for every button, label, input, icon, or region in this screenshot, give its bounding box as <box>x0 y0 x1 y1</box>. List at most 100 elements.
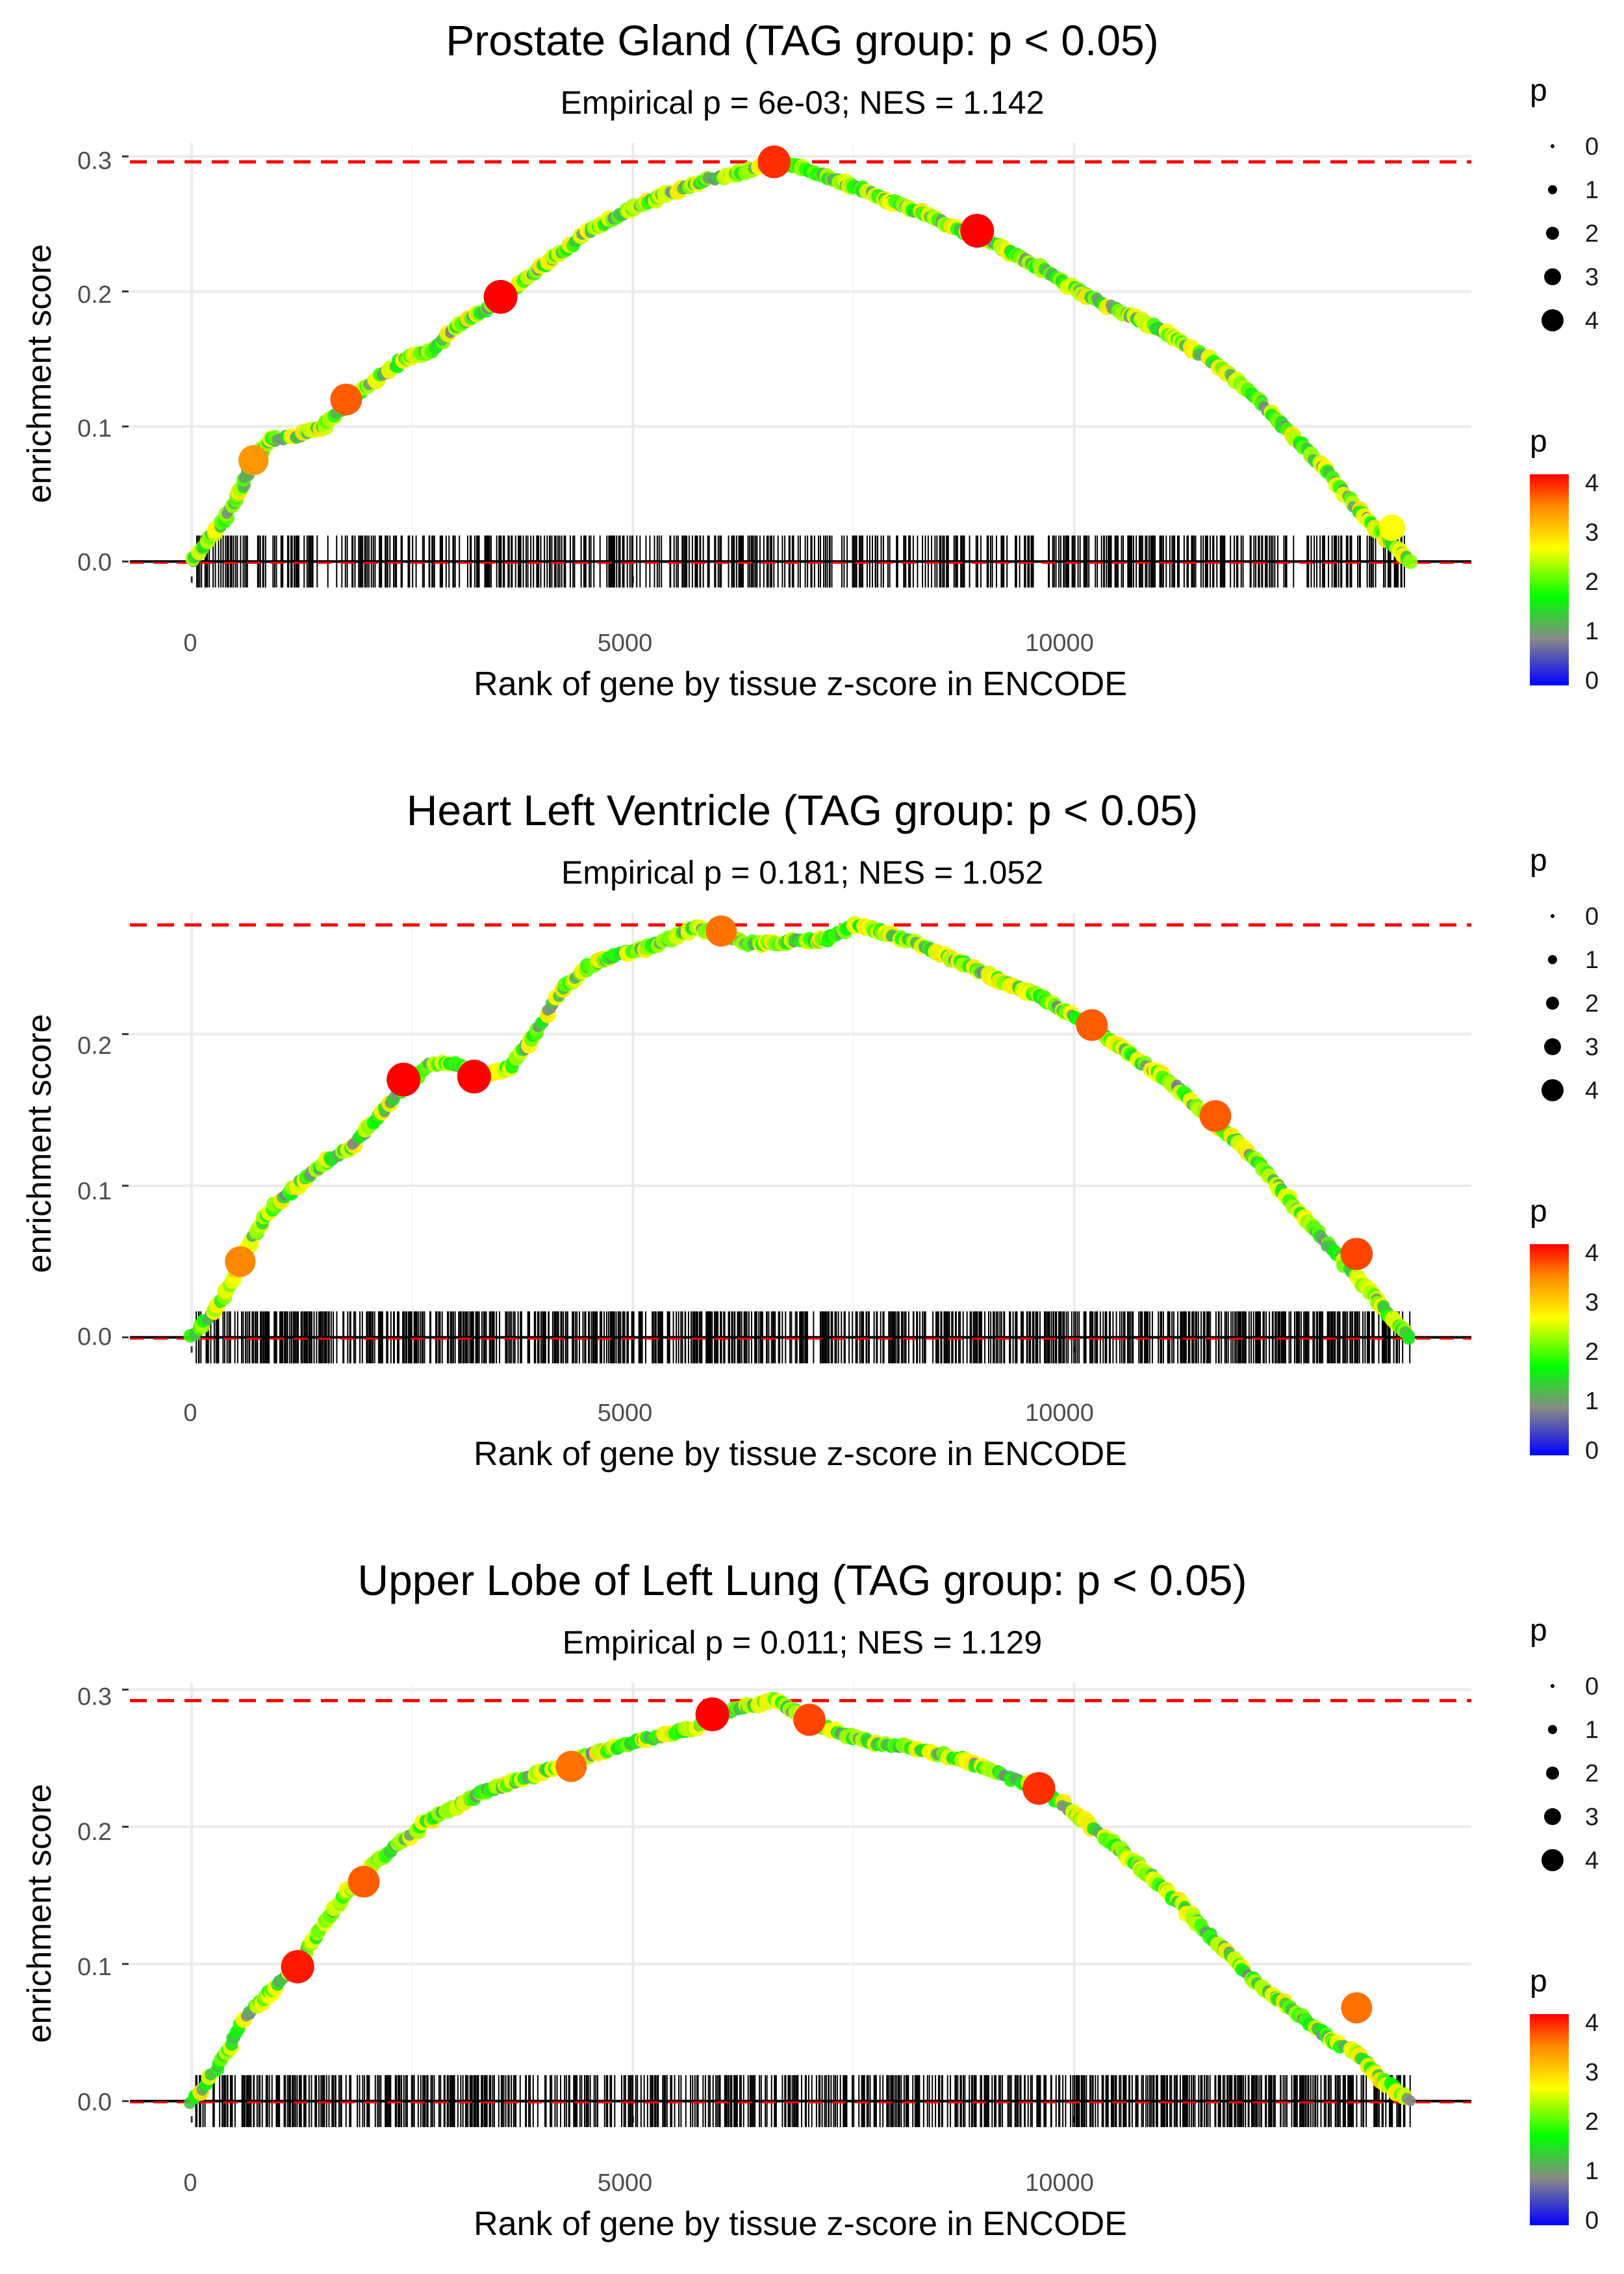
size-legend-dot <box>1551 144 1554 148</box>
x-axis-title: Rank of gene by tissue z-score in ENCODE <box>474 665 1127 703</box>
size-legend-label: 3 <box>1585 1034 1599 1061</box>
x-tick-label: 10000 <box>1025 1399 1094 1427</box>
x-tick-label: 5000 <box>598 1399 653 1427</box>
es-line <box>187 1695 1413 2106</box>
size-legend-dot <box>1548 185 1557 194</box>
color-legend-label: 0 <box>1585 1437 1599 1464</box>
size-legend-dot <box>1542 309 1564 331</box>
color-legend-label: 2 <box>1585 568 1599 596</box>
size-legend-dot <box>1548 1725 1557 1734</box>
size-legend-label: 1 <box>1585 947 1599 974</box>
color-legend-label: 4 <box>1585 2010 1599 2037</box>
y-tick-label: 0.0 <box>77 1323 112 1351</box>
color-legend-label: 1 <box>1585 2158 1599 2185</box>
size-legend-dot <box>1542 1079 1564 1101</box>
es-highlight-point <box>387 1062 421 1097</box>
size-legend-dot <box>1546 1767 1559 1780</box>
x-axis-title: Rank of gene by tissue z-score in ENCODE <box>474 2205 1127 2243</box>
color-legend-label: 1 <box>1585 1388 1599 1415</box>
size-legend-label: 2 <box>1585 990 1599 1017</box>
es-highlight-point <box>555 1750 587 1782</box>
es-line <box>187 157 1414 565</box>
color-legend-label: 3 <box>1585 1289 1599 1316</box>
color-legend-bar <box>1530 474 1569 685</box>
es-highlight-point <box>695 1697 730 1731</box>
size-legend-title: p <box>1530 843 1547 878</box>
color-legend-label: 3 <box>1585 519 1599 546</box>
x-tick-label: 5000 <box>598 630 653 657</box>
x-axis-title: Rank of gene by tissue z-score in ENCODE <box>474 1435 1127 1473</box>
es-highlight-point <box>1378 514 1406 541</box>
size-legend-dot <box>1548 955 1557 964</box>
es-highlight-point <box>457 1060 491 1093</box>
es-highlight-point <box>1076 1009 1108 1041</box>
color-legend-bar <box>1530 2014 1569 2225</box>
x-tick-label: 5000 <box>598 2169 653 2197</box>
size-legend-dot <box>1542 1849 1564 1871</box>
es-highlight-point <box>238 445 269 476</box>
es-highlight-point <box>1022 1772 1056 1805</box>
size-legend-dot <box>1544 1808 1561 1825</box>
es-highlight-point <box>1199 1100 1232 1132</box>
color-legend-title: p <box>1530 1194 1547 1229</box>
es-point <box>1405 2095 1416 2106</box>
size-legend-label: 1 <box>1585 177 1599 204</box>
color-legend-title: p <box>1530 424 1547 459</box>
color-legend-label: 3 <box>1585 2059 1599 2086</box>
panel-prostate: Prostate Gland (TAG group: p < 0.05) Emp… <box>21 16 1599 703</box>
y-axis-title: enrichment score <box>21 1014 58 1273</box>
y-tick-label: 0.3 <box>77 147 112 175</box>
chart-subtitle: Empirical p = 0.011; NES = 1.129 <box>563 1624 1042 1661</box>
es-point <box>1402 554 1418 569</box>
color-legend-label: 4 <box>1585 470 1599 497</box>
chart-title: Heart Left Ventricle (TAG group: p < 0.0… <box>407 786 1199 834</box>
x-tick-label: 10000 <box>1025 2169 1094 2197</box>
panel-heart: Heart Left Ventricle (TAG group: p < 0.0… <box>21 786 1599 1473</box>
color-legend-label: 2 <box>1585 2108 1599 2136</box>
y-axis-title: enrichment score <box>21 1784 58 2043</box>
size-legend-title: p <box>1530 73 1547 108</box>
chart-subtitle: Empirical p = 6e-03; NES = 1.142 <box>561 84 1045 121</box>
y-tick-label: 0.1 <box>77 1954 112 1981</box>
panel-lung: Upper Lobe of Left Lung (TAG group: p < … <box>21 1556 1599 2243</box>
y-tick-label: 0.0 <box>77 2089 112 2116</box>
size-legend-label: 3 <box>1585 264 1599 291</box>
y-tick-label: 0.2 <box>77 1032 112 1060</box>
x-tick-label: 0 <box>183 2169 197 2197</box>
color-legend-label: 4 <box>1585 1240 1599 1267</box>
color-legend-title: p <box>1530 1964 1547 1999</box>
size-legend-dot <box>1546 227 1559 240</box>
color-legend-label: 0 <box>1585 667 1599 695</box>
es-highlight-point <box>330 383 362 416</box>
es-highlight-point <box>483 279 518 314</box>
size-legend-dot <box>1544 268 1561 285</box>
size-legend-label: 0 <box>1585 133 1599 160</box>
size-legend-dot <box>1544 1038 1561 1055</box>
es-point <box>1402 1332 1415 1345</box>
size-legend-title: p <box>1530 1613 1547 1648</box>
y-tick-label: 0.1 <box>77 1178 112 1205</box>
es-highlight-point <box>793 1704 826 1736</box>
color-legend-label: 1 <box>1585 618 1599 645</box>
es-highlight-point <box>1341 1992 1373 2024</box>
y-axis-title: enrichment score <box>21 244 58 504</box>
es-highlight-point <box>348 1865 380 1898</box>
size-legend-dot <box>1546 997 1559 1010</box>
y-tick-label: 0.3 <box>77 1683 112 1711</box>
chart-title: Upper Lobe of Left Lung (TAG group: p < … <box>357 1556 1247 1604</box>
size-legend-label: 2 <box>1585 220 1599 248</box>
size-legend-label: 4 <box>1585 1847 1599 1874</box>
color-legend-label: 0 <box>1585 2207 1599 2234</box>
size-legend-label: 3 <box>1585 1804 1599 1831</box>
y-tick-label: 0.1 <box>77 415 112 442</box>
es-highlight-point <box>960 214 995 248</box>
x-tick-label: 10000 <box>1025 630 1094 657</box>
size-legend-label: 2 <box>1585 1760 1599 1787</box>
es-highlight-point <box>1340 1238 1373 1270</box>
chart-subtitle: Empirical p = 0.181; NES = 1.052 <box>561 854 1043 891</box>
y-tick-label: 0.2 <box>77 281 112 309</box>
y-tick-label: 0.0 <box>77 549 112 576</box>
color-legend-bar <box>1530 1244 1569 1455</box>
es-highlight-point <box>757 145 791 179</box>
